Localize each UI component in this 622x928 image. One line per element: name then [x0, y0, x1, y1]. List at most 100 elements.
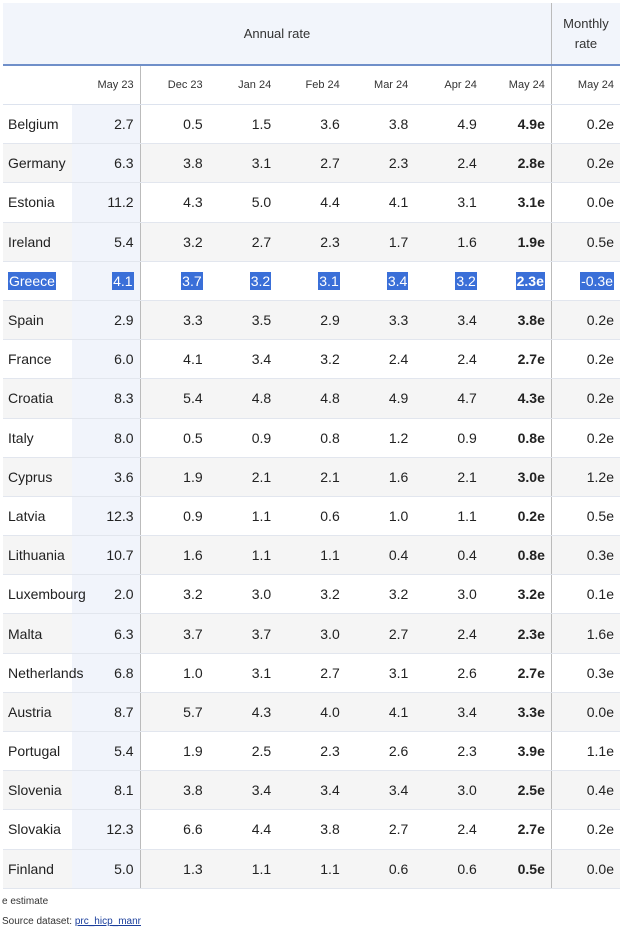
cell-text: 4.9	[457, 116, 477, 133]
cell-text: 4.9e	[517, 116, 545, 133]
value-cell: 3.4	[414, 692, 483, 733]
source-link[interactable]: prc_hicp_manr	[74, 916, 141, 927]
value-cell: 2.7e	[482, 809, 552, 850]
cell-text: 0.8	[320, 429, 340, 446]
cell-text: Spain	[8, 312, 44, 329]
cell-text: 3.0	[320, 625, 340, 642]
cell-text: 3.6	[320, 116, 340, 133]
cell-text: 6.0	[114, 351, 134, 368]
value-cell: 0.0e	[550, 692, 620, 733]
cell-text: 3.1	[251, 664, 272, 681]
cell-text: 1.6	[457, 233, 477, 250]
value-cell: 5.0	[208, 182, 278, 223]
cell-text: Slovakia	[8, 821, 61, 838]
cell-text: 4.8	[320, 390, 340, 407]
country-cell: Greece	[3, 261, 72, 301]
table-body: Belgium 2.7 0.5 1.5 3.6 3.8 4.9 4.9e 0.2e Germany…	[3, 104, 620, 889]
cell-text: 2.3	[388, 155, 409, 172]
table-row: Slovenia 8.1 3.8 3.4 3.4 3.4 3.0 2.5e 0.4e	[3, 770, 620, 811]
cell-text: 0.5	[183, 116, 203, 133]
country-cell: Lithuania	[3, 535, 72, 576]
value-cell: 1.1	[277, 849, 346, 889]
cell-text: 8.3	[114, 390, 134, 407]
value-cell: 3.0	[414, 770, 483, 811]
group-header-cell: Annual rate	[3, 3, 552, 66]
value-cell: 0.2e	[550, 300, 620, 341]
corner	[3, 65, 72, 105]
value-cell: 0.3e	[550, 535, 620, 576]
cell-text: 3.8	[183, 155, 203, 172]
cell-text: 3.7	[251, 625, 272, 642]
cell-text: 0.9	[183, 507, 203, 524]
cell-text: 4.1	[183, 351, 203, 368]
value-cell: 6.3	[71, 143, 141, 184]
cell-text: 2.3	[457, 743, 477, 760]
value-cell: 4.7	[414, 378, 483, 419]
cell-text: 2.7	[388, 821, 409, 838]
value-cell: 3.1	[345, 653, 415, 693]
value-cell: 1.6e	[550, 613, 620, 654]
cell-text: 3.4	[457, 703, 477, 720]
table-row: Malta 6.3 3.7 3.7 3.0 2.7 2.4 2.3e 1.6e	[3, 613, 620, 654]
country-cell: Belgium	[3, 104, 72, 145]
cell-text: 2.7e	[517, 821, 545, 838]
country-cell: Italy	[3, 418, 72, 458]
cell-text: 3.9e	[517, 743, 545, 760]
value-cell: 2.3e	[482, 613, 552, 654]
value-cell: 1.0	[140, 653, 209, 693]
cell-text: 2.3e	[515, 271, 545, 290]
cell-text: 3.2e	[517, 586, 545, 603]
cell-text: 1.3	[183, 860, 203, 877]
value-cell: 8.1	[71, 770, 141, 811]
value-cell: 1.5	[208, 104, 278, 145]
cell-text: Luxembourg	[8, 586, 86, 603]
value-cell: 3.8	[345, 104, 415, 145]
value-cell: 2.4	[414, 339, 483, 380]
cell-text: 3.6	[114, 468, 134, 485]
value-cell: 1.1	[208, 496, 278, 537]
cell-text: 3.7	[183, 625, 203, 642]
cell-text: 0.3e	[586, 547, 614, 564]
cell-text: 4.3	[183, 194, 203, 211]
cell-text: 0.5e	[517, 860, 545, 877]
value-cell: 0.6	[277, 496, 346, 537]
cell-text: 11.2	[107, 194, 134, 211]
cell-text: 4.4	[251, 821, 272, 838]
cell-text: Cyprus	[8, 468, 53, 485]
country-cell: Germany	[3, 143, 72, 184]
column-header-cell: May 23	[71, 65, 141, 105]
value-cell: 0.8	[277, 418, 346, 458]
cell-text: 1.6	[183, 547, 203, 564]
value-cell: 3.1e	[482, 182, 552, 223]
value-cell: 2.5	[208, 731, 278, 772]
country-cell: Latvia	[3, 496, 72, 537]
value-cell: 3.4	[208, 339, 278, 380]
cell-text: 0.2e	[586, 390, 614, 407]
value-cell: 3.7	[140, 261, 209, 301]
table-row: Netherlands 6.8 1.0 3.1 2.7 3.1 2.6 2.7e 0.3e	[3, 653, 620, 693]
value-cell: 0.3e	[550, 653, 620, 693]
cell-text: 3.4	[320, 782, 340, 799]
value-cell: 2.1	[277, 457, 346, 497]
value-cell: 3.8	[140, 770, 209, 811]
value-cell: 1.9e	[482, 222, 552, 262]
cell-text: Germany	[8, 155, 66, 172]
country-cell: Spain	[3, 300, 72, 341]
cell-text: 6.3	[114, 625, 134, 642]
value-cell: 1.3	[140, 849, 209, 889]
cell-text: 12.3	[106, 507, 134, 524]
cell-text: 0.2e	[586, 351, 614, 368]
cell-text: 3.5	[251, 312, 272, 329]
value-cell: 0.9	[414, 418, 483, 458]
cell-text: 5.4	[183, 390, 203, 407]
column-header: May 23 Dec 23 Jan 24 Feb 24 Mar 24 Apr 24 May …	[3, 65, 620, 105]
cell-text: 0.8e	[517, 547, 545, 564]
value-cell: 1.1	[208, 535, 278, 576]
cell-text: 0.3e	[586, 664, 614, 681]
cell-text: 0.4	[388, 547, 409, 564]
value-cell: 6.0	[71, 339, 141, 380]
cell-text: 3.2	[320, 586, 340, 603]
table-row: Greece 4.1 3.7 3.2 3.1 3.4 3.2 2.3e -0.3e	[3, 261, 620, 301]
value-cell: 0.5	[140, 104, 209, 145]
